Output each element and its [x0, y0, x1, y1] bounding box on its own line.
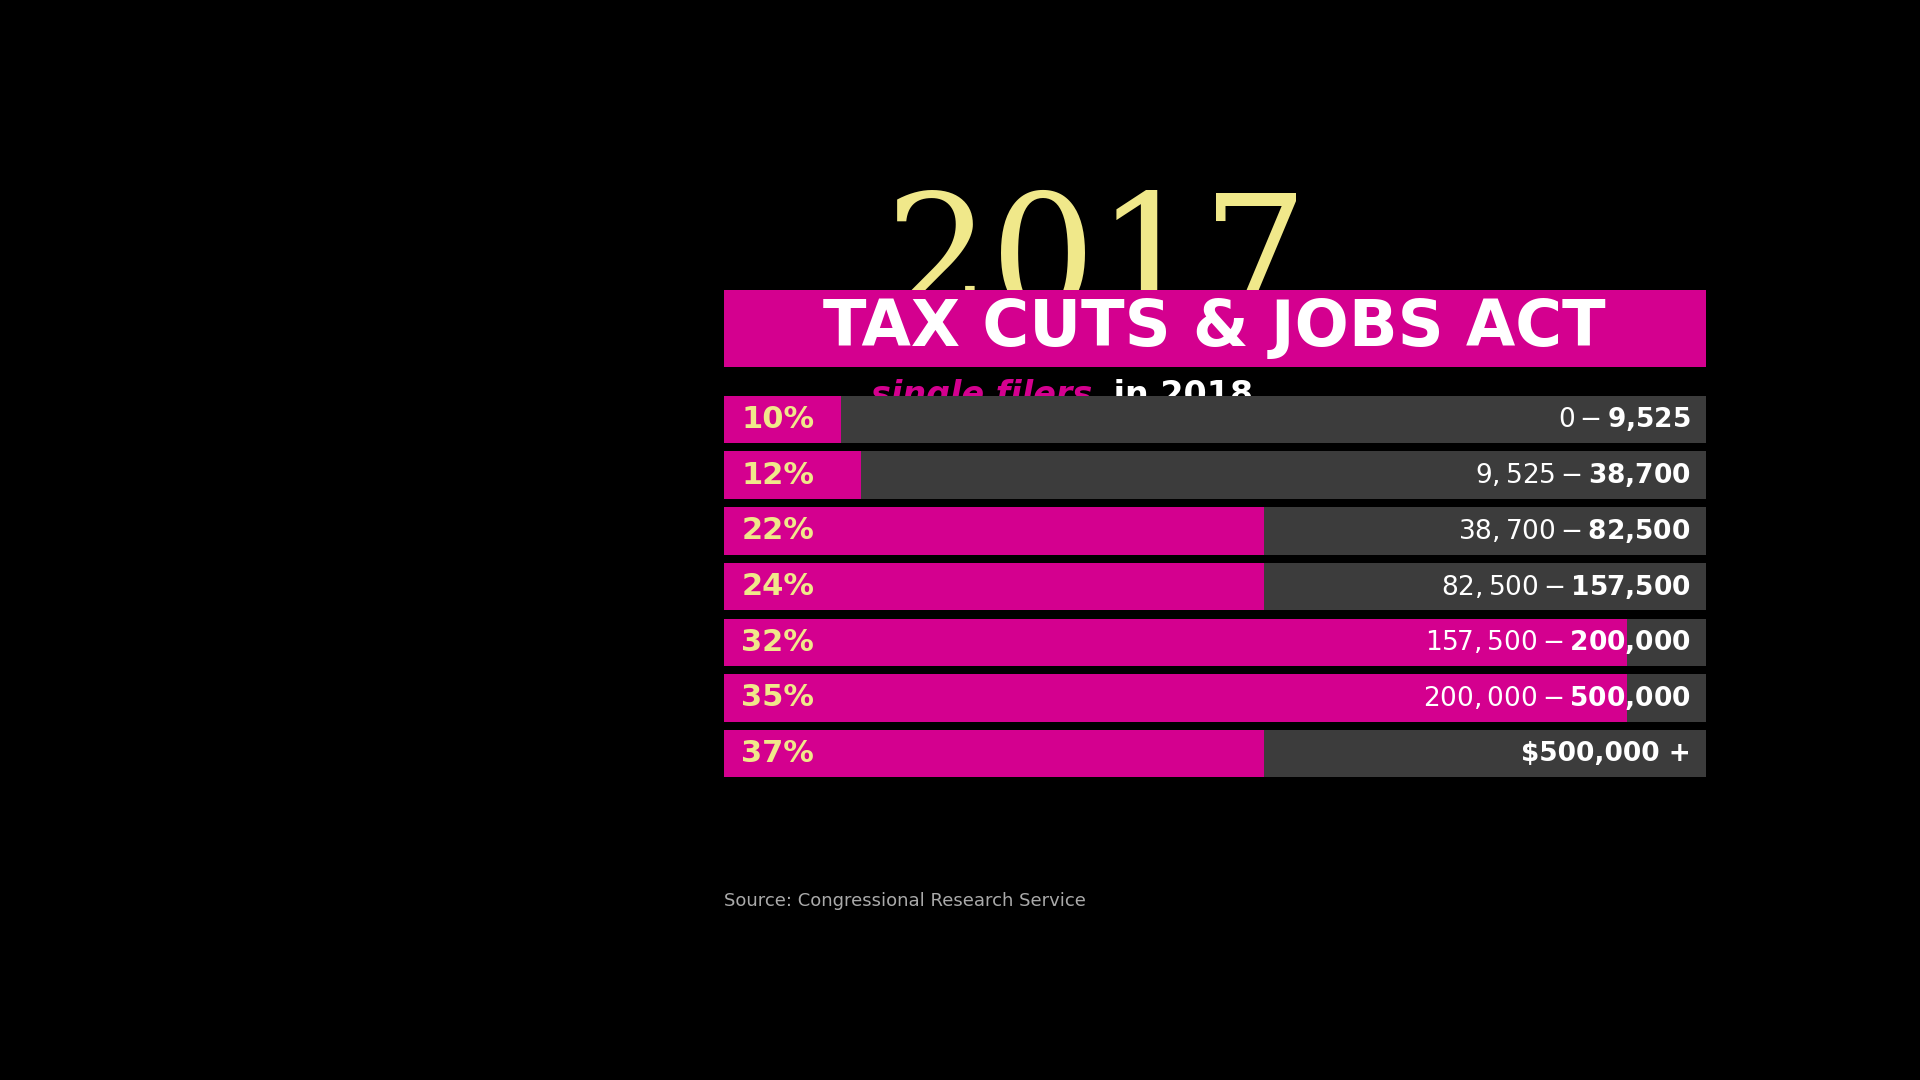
Text: 2017: 2017	[885, 188, 1309, 349]
FancyBboxPatch shape	[724, 730, 1263, 778]
FancyBboxPatch shape	[724, 508, 1705, 554]
FancyBboxPatch shape	[724, 619, 1705, 666]
Text: 12%: 12%	[741, 461, 814, 489]
Text: 37%: 37%	[741, 739, 814, 768]
Text: TAX CUTS & JOBS ACT: TAX CUTS & JOBS ACT	[824, 297, 1605, 360]
Text: 32%: 32%	[741, 627, 814, 657]
FancyBboxPatch shape	[724, 674, 1705, 721]
Text: $157,500 - $200,000: $157,500 - $200,000	[1425, 629, 1692, 657]
Text: 22%: 22%	[741, 516, 814, 545]
Text: 10%: 10%	[741, 405, 814, 434]
FancyBboxPatch shape	[724, 395, 1705, 443]
FancyBboxPatch shape	[724, 563, 1705, 610]
Text: 35%: 35%	[741, 684, 814, 713]
FancyBboxPatch shape	[724, 291, 1705, 366]
Text: $500,000 +: $500,000 +	[1521, 741, 1692, 767]
Text: single filers: single filers	[872, 379, 1092, 413]
Text: in 2018: in 2018	[1102, 379, 1252, 413]
Text: $9,525 - $38,700: $9,525 - $38,700	[1475, 461, 1692, 489]
Text: Source: Congressional Research Service: Source: Congressional Research Service	[724, 892, 1085, 909]
Text: $0 - $9,525: $0 - $9,525	[1557, 405, 1692, 433]
FancyBboxPatch shape	[724, 451, 1705, 499]
FancyBboxPatch shape	[724, 674, 1626, 721]
FancyBboxPatch shape	[724, 395, 841, 443]
FancyBboxPatch shape	[724, 619, 1626, 666]
Text: $82,500 - $157,500: $82,500 - $157,500	[1442, 572, 1692, 600]
Text: 24%: 24%	[741, 572, 814, 602]
Text: $38,700 - $82,500: $38,700 - $82,500	[1459, 517, 1692, 544]
Text: $200,000 - $500,000: $200,000 - $500,000	[1423, 684, 1692, 712]
FancyBboxPatch shape	[724, 563, 1263, 610]
FancyBboxPatch shape	[724, 730, 1705, 778]
FancyBboxPatch shape	[724, 508, 1263, 554]
FancyBboxPatch shape	[724, 451, 860, 499]
